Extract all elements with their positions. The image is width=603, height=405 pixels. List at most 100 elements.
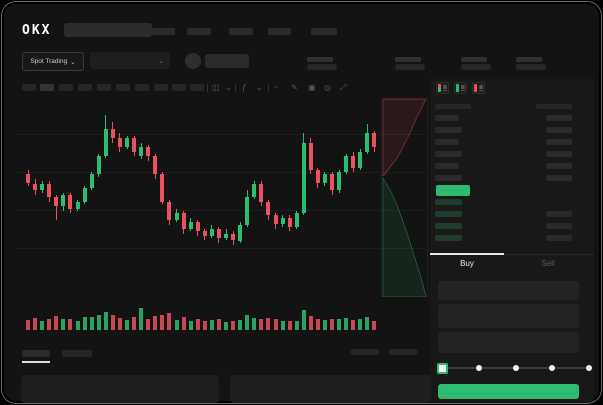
candle-body — [75, 201, 80, 209]
bottom-control[interactable] — [389, 349, 418, 355]
volume-bar — [252, 318, 257, 330]
nav-item[interactable] — [149, 28, 175, 35]
candle-body — [280, 217, 285, 225]
stat-value — [516, 64, 546, 70]
nav-item[interactable] — [187, 28, 211, 35]
candle-body — [344, 156, 349, 173]
slider-stop[interactable] — [586, 365, 592, 371]
bottom-control[interactable] — [350, 349, 379, 355]
nav-item[interactable] — [229, 28, 253, 35]
okx-logo[interactable]: OKX — [22, 23, 52, 38]
candle-body — [40, 183, 45, 191]
bid-amount-placeholder[interactable] — [546, 211, 572, 217]
candle-body — [68, 194, 73, 209]
bid-amount-placeholder[interactable] — [546, 223, 572, 229]
bid-price-placeholder[interactable] — [435, 211, 462, 217]
ask-price-placeholder[interactable] — [435, 115, 459, 121]
candle-body — [358, 151, 363, 168]
tab-sell[interactable]: Sell — [541, 259, 555, 268]
volume-bar — [344, 318, 349, 330]
orderbook-view-combined-icon[interactable] — [436, 82, 449, 94]
amount-field[interactable] — [438, 304, 579, 328]
slider-handle[interactable] — [437, 363, 448, 374]
candle-body — [139, 147, 144, 157]
ask-amount-placeholder[interactable] — [546, 139, 572, 145]
candle-body — [301, 142, 306, 214]
timeframe-button[interactable] — [40, 84, 54, 91]
nav-item[interactable] — [311, 28, 337, 35]
timeframe-button[interactable] — [116, 84, 130, 91]
chevron-down-icon[interactable]: ⌄ — [256, 83, 263, 92]
bid-price-placeholder[interactable] — [435, 223, 462, 229]
search-input[interactable] — [64, 23, 152, 37]
pair-coin-icon[interactable] — [185, 53, 201, 69]
candle-body — [96, 156, 101, 175]
candle-body — [224, 233, 228, 239]
divider — [235, 84, 236, 92]
volume-bar — [287, 320, 292, 330]
depth-bids-area — [382, 176, 427, 297]
bottom-tab-active[interactable] — [22, 350, 50, 357]
slider-stop[interactable] — [475, 365, 482, 371]
price-field[interactable] — [438, 281, 579, 300]
timeframe-button[interactable] — [59, 84, 73, 91]
orderbook-view-bids-icon[interactable] — [454, 82, 467, 94]
timeframe-button[interactable] — [22, 84, 36, 91]
pair-name-placeholder[interactable] — [205, 54, 249, 68]
bid-price-placeholder[interactable] — [435, 235, 462, 241]
timeframe-button[interactable] — [154, 84, 168, 91]
ask-price-placeholder[interactable] — [435, 139, 459, 145]
volume-bar — [365, 316, 370, 330]
pair-dropdown[interactable]: ⌄ — [90, 52, 170, 69]
line-tool-icon[interactable]: ~ — [274, 83, 279, 92]
volume-bar — [103, 312, 108, 330]
candle-body — [160, 174, 165, 202]
timeframe-button[interactable] — [135, 84, 149, 91]
ask-amount-placeholder[interactable] — [546, 175, 572, 181]
ask-price-placeholder[interactable] — [435, 175, 462, 181]
orderbook-view-asks-icon[interactable] — [472, 82, 485, 94]
draw-tool-icon[interactable]: ✎ — [291, 83, 298, 92]
chart-style-icon[interactable]: ◫ — [212, 83, 220, 92]
timeframe-button[interactable] — [78, 84, 92, 91]
volume-bar — [174, 320, 179, 330]
tab-buy[interactable]: Buy — [460, 259, 474, 268]
indicators-icon[interactable]: ƒ — [242, 83, 247, 92]
volume-bar — [238, 319, 243, 330]
divider — [207, 84, 208, 92]
ask-price-placeholder[interactable] — [435, 127, 462, 133]
fullscreen-icon[interactable]: ⤢ — [340, 83, 347, 92]
nav-item[interactable] — [268, 28, 291, 35]
volume-bar — [26, 320, 30, 330]
last-price-badge[interactable] — [436, 185, 470, 196]
candle-body — [188, 222, 193, 230]
bid-amount-placeholder[interactable] — [546, 235, 572, 241]
timeframe-button[interactable] — [97, 84, 111, 91]
slider-stop[interactable] — [549, 365, 556, 371]
ask-price-placeholder[interactable] — [435, 151, 462, 157]
candle-body — [89, 174, 94, 189]
settings-icon[interactable]: ◎ — [324, 83, 331, 92]
bottom-tab[interactable] — [62, 350, 92, 357]
total-field[interactable] — [438, 332, 579, 353]
timeframe-button[interactable] — [190, 84, 204, 91]
buy-submit-button[interactable] — [438, 384, 579, 399]
market-type-selector[interactable]: Spot Trading ⌄ — [22, 52, 84, 71]
timeframe-button[interactable] — [172, 84, 186, 91]
ask-amount-placeholder[interactable] — [546, 151, 572, 157]
snapshot-icon[interactable]: ▣ — [308, 83, 316, 92]
ask-price-placeholder[interactable] — [435, 163, 459, 169]
volume-bar — [75, 321, 80, 330]
chevron-down-icon[interactable]: ⌄ — [225, 83, 232, 92]
bid-price-placeholder[interactable] — [435, 199, 462, 205]
candle-body — [330, 174, 334, 191]
ask-amount-placeholder[interactable] — [546, 127, 572, 133]
divider — [268, 84, 269, 92]
ask-amount-placeholder[interactable] — [546, 115, 572, 121]
candlestick-chart[interactable] — [16, 98, 382, 298]
ask-amount-placeholder[interactable] — [546, 163, 572, 169]
volume-bar — [188, 321, 193, 330]
slider-stop[interactable] — [512, 365, 519, 371]
